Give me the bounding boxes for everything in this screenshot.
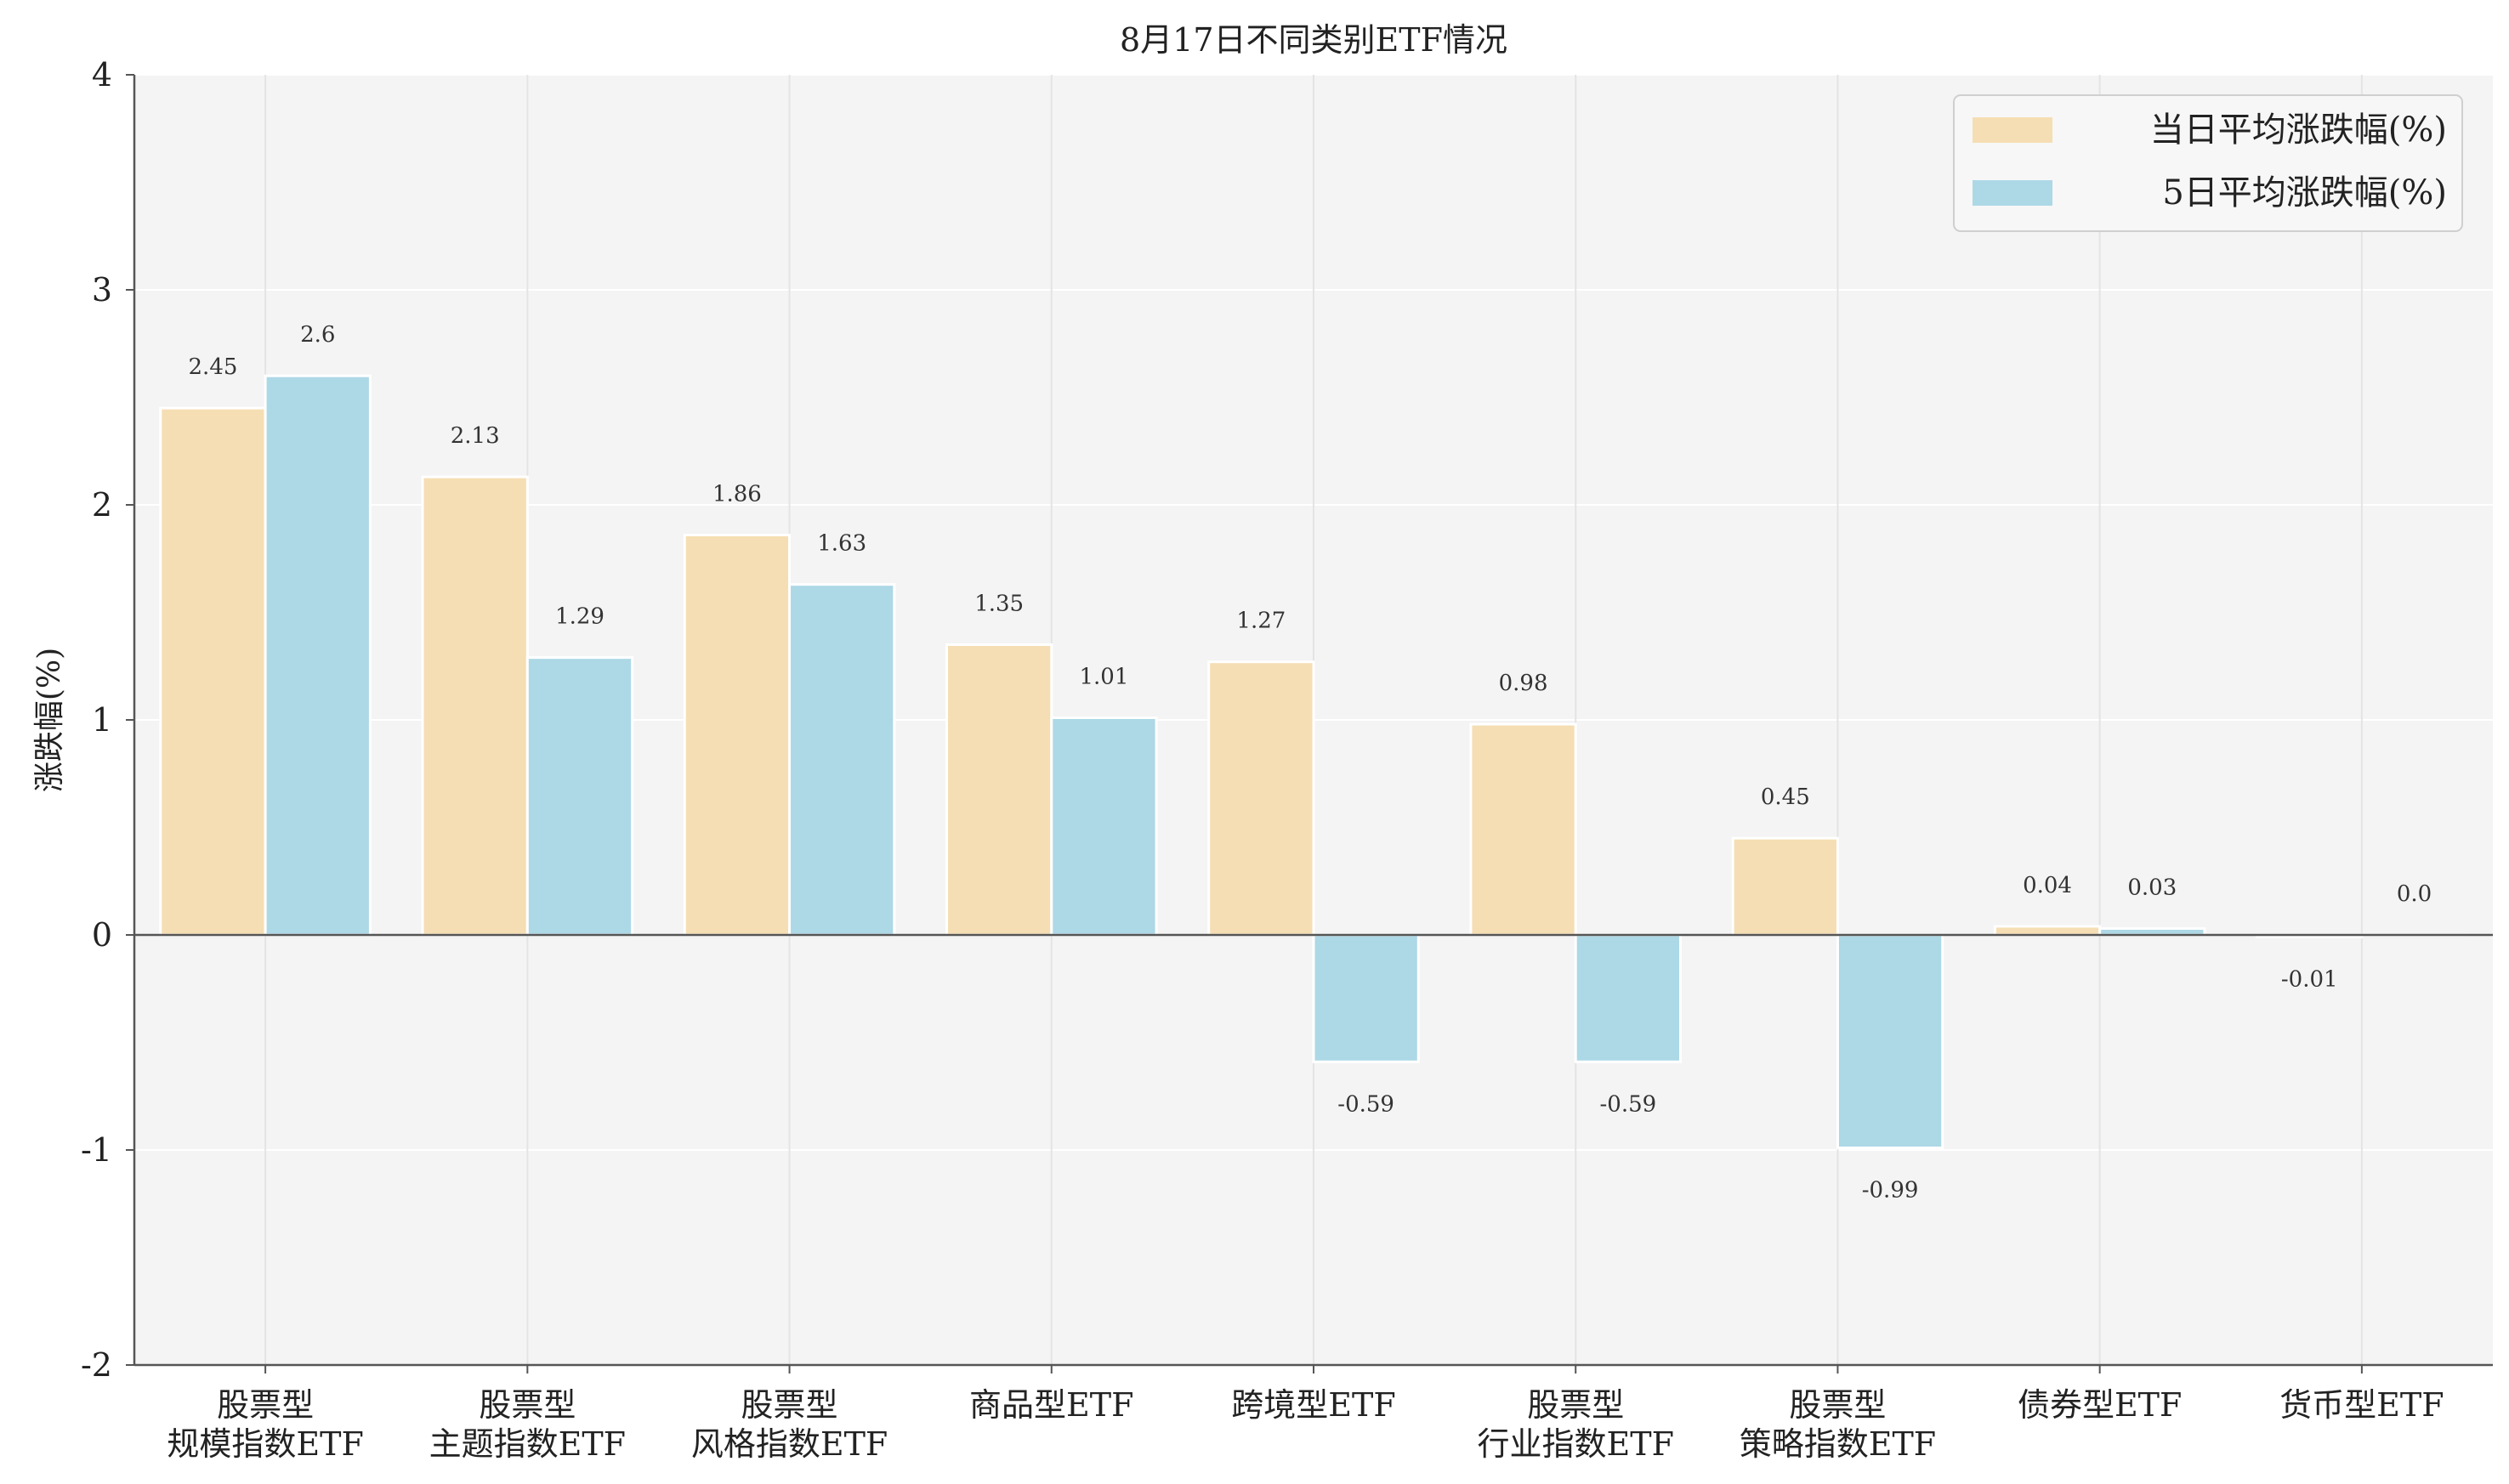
x-tick-label-5-1: 行业指数ETF — [1477, 1425, 1673, 1463]
bar-series1-6 — [1836, 933, 1944, 1149]
y-tick-labels: -2 -1 0 1 2 3 4 — [81, 56, 112, 1384]
value-label-series1-8: 0.0 — [2397, 881, 2432, 907]
bar-series0-6 — [1731, 836, 1839, 937]
bar-series0-7 — [1993, 925, 2102, 937]
value-label-series0-2: 1.86 — [712, 481, 762, 507]
value-label-series1-5: -0.59 — [1600, 1091, 1657, 1117]
x-tick-label-5-0: 股票型 — [1527, 1386, 1624, 1424]
x-tick-label-2-0: 股票型 — [741, 1386, 838, 1424]
value-label-series1-7: 0.03 — [2127, 875, 2177, 900]
value-label-series1-6: -0.99 — [1862, 1177, 1919, 1203]
bar-series1-5 — [1574, 933, 1683, 1063]
bar-series1-2 — [788, 583, 896, 937]
legend-swatch-0 — [1973, 117, 2052, 143]
bar-series0-4 — [1207, 660, 1315, 937]
bar-series1-3 — [1050, 716, 1158, 937]
y-tick-label-0: -2 — [81, 1346, 112, 1384]
y-tick-label-4: 2 — [92, 486, 112, 524]
x-tick-label-8-0: 货币型ETF — [2279, 1386, 2444, 1424]
legend: 当日平均涨跌幅(%) 5日平均涨跌幅(%) — [1953, 94, 2463, 232]
x-tick-label-0-1: 规模指数ETF — [167, 1425, 363, 1463]
legend-label-1: 5日平均涨跌幅(%) — [2162, 173, 2447, 212]
y-tick-label-3: 1 — [92, 701, 112, 739]
value-label-series0-0: 2.45 — [189, 354, 238, 380]
x-tick-label-1-0: 股票型 — [479, 1386, 576, 1424]
bar-series1-4 — [1312, 933, 1420, 1063]
legend-box — [1953, 94, 2463, 232]
bar-series0-1 — [421, 475, 529, 937]
y-tick-label-5: 3 — [92, 271, 112, 309]
bar-series0-2 — [683, 533, 792, 937]
value-label-series0-7: 0.04 — [2023, 873, 2072, 898]
y-tick-label-6: 4 — [92, 56, 112, 93]
value-label-series1-2: 1.63 — [817, 531, 866, 557]
x-tick-label-6-1: 策略指数ETF — [1740, 1425, 1936, 1463]
chart-title: 8月17日不同类别ETF情况 — [1120, 21, 1507, 59]
bar-series0-3 — [945, 643, 1053, 937]
x-tick-label-7-0: 债券型ETF — [2018, 1386, 2182, 1424]
y-tick-label-2: 0 — [92, 916, 112, 954]
y-tick-label-1: -1 — [81, 1131, 112, 1169]
x-tick-label-3-0: 商品型ETF — [969, 1386, 1133, 1424]
value-label-series1-3: 1.01 — [1079, 664, 1128, 689]
value-label-series0-4: 1.27 — [1236, 609, 1286, 634]
value-label-series0-3: 1.35 — [974, 591, 1024, 616]
value-label-series0-5: 0.98 — [1499, 671, 1548, 696]
value-label-series0-8: -0.01 — [2281, 967, 2338, 993]
bar-series1-0 — [264, 374, 372, 937]
value-label-series1-4: -0.59 — [1337, 1091, 1394, 1117]
x-tick-label-6-0: 股票型 — [1789, 1386, 1886, 1424]
value-labels: 2.45 2.13 1.86 1.35 1.27 0.98 0.45 0.04 -0.01 2.6… — [189, 322, 2432, 1203]
value-label-series1-0: 2.6 — [300, 322, 335, 348]
x-tick-label-1-1: 主题指数ETF — [429, 1425, 626, 1463]
legend-label-0: 当日平均涨跌幅(%) — [2150, 110, 2447, 150]
x-tick-label-2-1: 风格指数ETF — [691, 1425, 888, 1463]
y-axis-label: 涨跌幅(%) — [32, 648, 67, 792]
bar-series1-1 — [525, 656, 634, 937]
legend-swatch-1 — [1973, 180, 2052, 206]
value-label-series1-1: 1.29 — [555, 604, 605, 630]
bar-series0-5 — [1469, 722, 1577, 937]
value-label-series0-6: 0.45 — [1761, 784, 1810, 810]
value-label-series0-1: 2.13 — [451, 423, 500, 449]
bars — [159, 374, 2468, 1149]
axes — [126, 74, 2493, 1374]
bar-series0-0 — [159, 406, 267, 937]
x-tick-label-0-0: 股票型 — [217, 1386, 314, 1424]
x-tick-label-4-0: 跨境型ETF — [1231, 1386, 1395, 1424]
